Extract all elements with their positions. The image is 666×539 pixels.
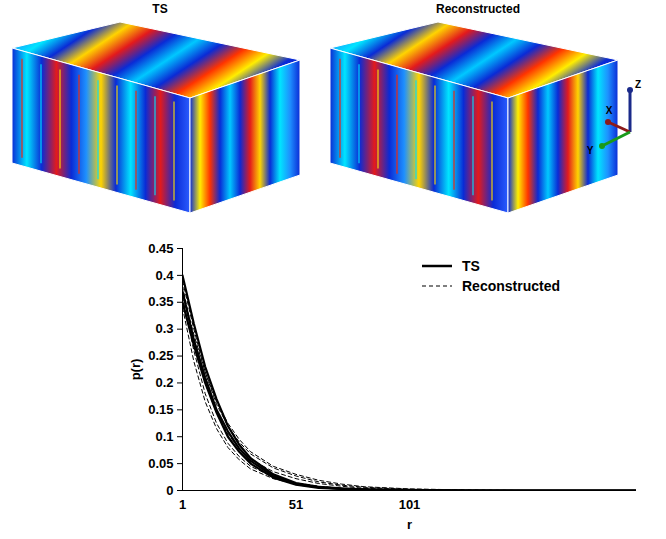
svg-text:Reconstructed: Reconstructed — [436, 2, 520, 16]
svg-text:r: r — [407, 517, 412, 532]
svg-text:Y: Y — [587, 145, 594, 156]
svg-text:0.1: 0.1 — [155, 429, 173, 444]
svg-text:Z: Z — [635, 79, 641, 90]
html-text:TS: TS — [462, 258, 480, 274]
svg-text:TS: TS — [152, 2, 167, 16]
svg-text:0.2: 0.2 — [155, 375, 173, 390]
svg-text:0.45: 0.45 — [148, 241, 173, 256]
svg-text:0.35: 0.35 — [148, 294, 173, 309]
svg-text:51: 51 — [289, 497, 303, 512]
svg-text:X: X — [606, 105, 613, 116]
svg-text:0.4: 0.4 — [155, 268, 174, 283]
svg-text:0.25: 0.25 — [148, 348, 173, 363]
svg-text:0.15: 0.15 — [148, 402, 173, 417]
svg-text:p(r): p(r) — [128, 359, 143, 381]
svg-text:1: 1 — [179, 497, 186, 512]
svg-text:0.3: 0.3 — [155, 321, 173, 336]
svg-text:0: 0 — [166, 483, 173, 498]
html-text:Reconstructed: Reconstructed — [462, 278, 560, 294]
svg-text:0.05: 0.05 — [148, 456, 173, 471]
svg-text:101: 101 — [399, 497, 421, 512]
